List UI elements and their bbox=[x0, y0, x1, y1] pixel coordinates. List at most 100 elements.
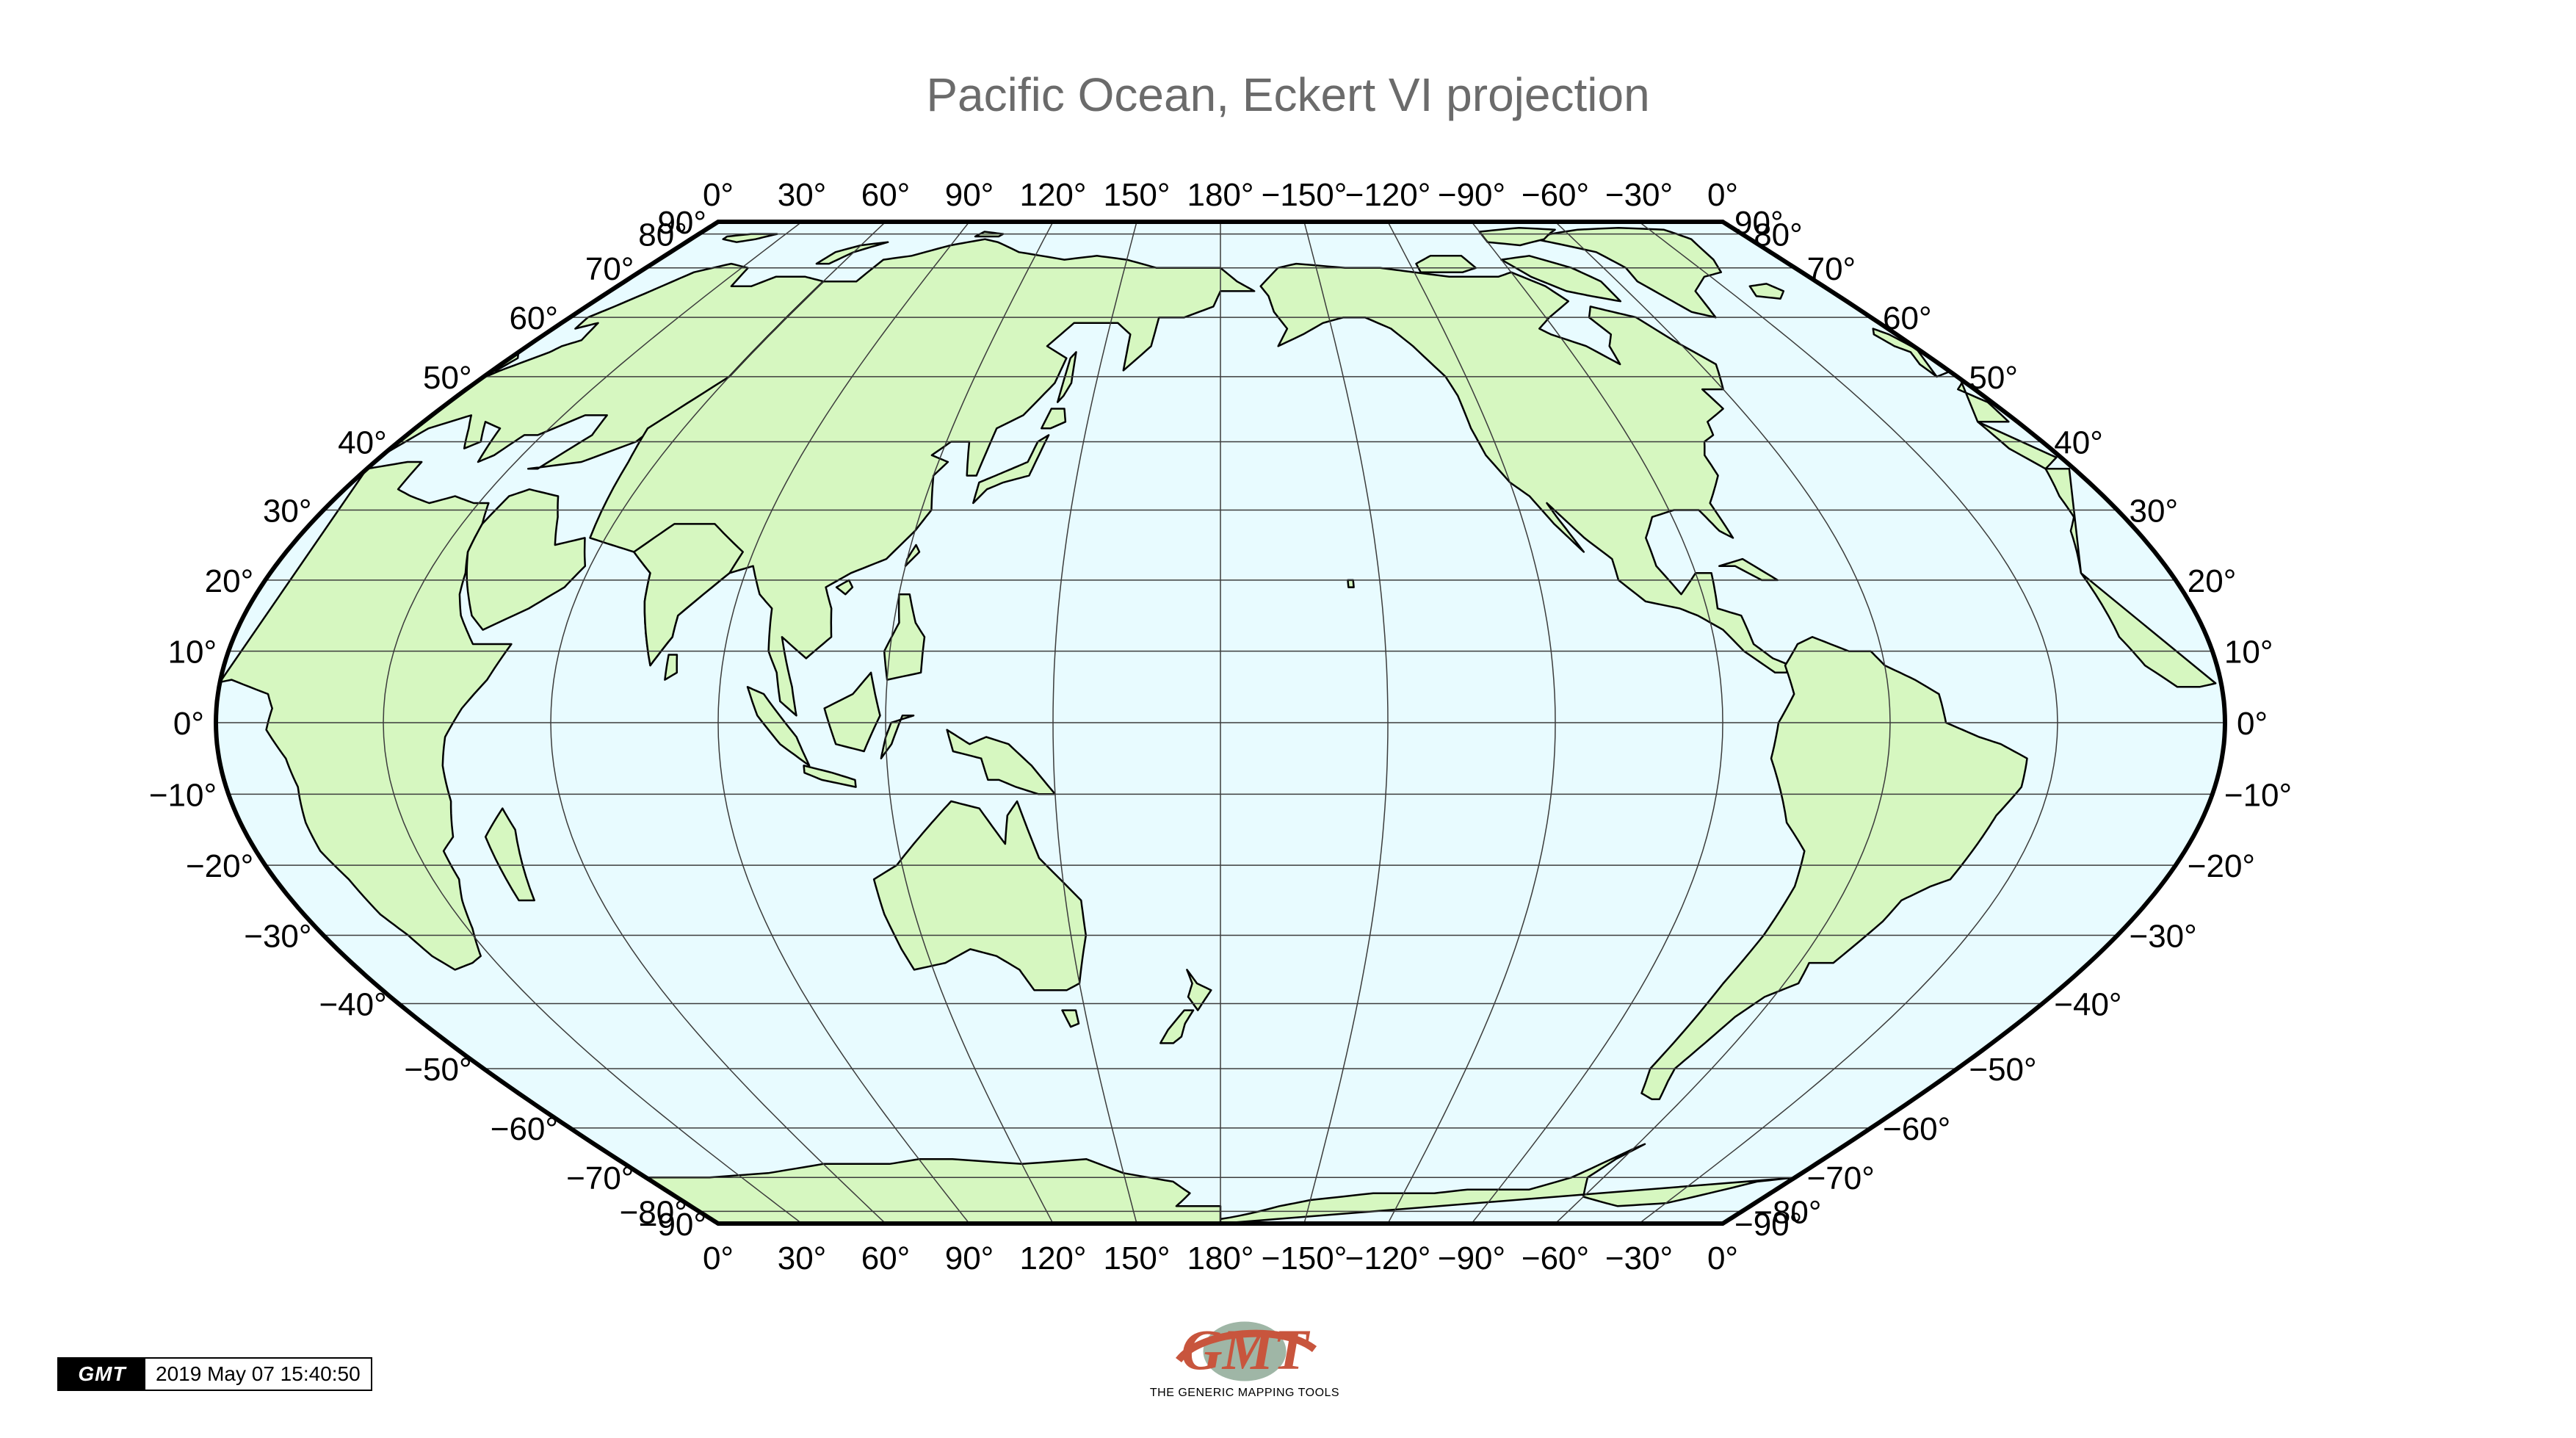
latitude-label-right: −50° bbox=[1969, 1052, 2036, 1088]
meridian-line bbox=[383, 222, 803, 1224]
longitude-label-bottom: 150° bbox=[1103, 1240, 1170, 1276]
longitude-label-bottom: −150° bbox=[1262, 1240, 1347, 1276]
longitude-label-bottom: 0° bbox=[1707, 1240, 1738, 1276]
landmass-hokkaido bbox=[1041, 408, 1067, 430]
landmass-hawaii bbox=[1347, 579, 1355, 588]
latitude-label-left: −10° bbox=[149, 777, 217, 813]
landmass-japan bbox=[972, 434, 1050, 505]
longitude-label-bottom: 60° bbox=[861, 1240, 911, 1276]
longitude-label-top: 120° bbox=[1019, 177, 1086, 213]
latitude-label-right: −20° bbox=[2188, 848, 2255, 884]
map-frame bbox=[213, 220, 2228, 1226]
gmt-logo: GMT bbox=[1176, 1318, 1317, 1384]
latitude-label-right: −90° bbox=[1734, 1207, 1802, 1243]
latitude-label-right: −60° bbox=[1883, 1111, 1950, 1147]
longitude-label-bottom: −120° bbox=[1345, 1240, 1431, 1276]
longitude-label-top: −120° bbox=[1345, 177, 1431, 213]
landmass-sumatra bbox=[746, 686, 811, 767]
landmass-india bbox=[633, 523, 744, 667]
longitude-label-top: 150° bbox=[1103, 177, 1170, 213]
latitude-label-left: −20° bbox=[186, 848, 253, 884]
latitude-label-left: −90° bbox=[639, 1207, 706, 1243]
landmass-java bbox=[803, 765, 857, 788]
latitude-label-left: 10° bbox=[168, 635, 217, 671]
latitude-label-left: 40° bbox=[338, 425, 387, 461]
latitude-label-left: 90° bbox=[657, 205, 706, 241]
latitude-label-left: 20° bbox=[205, 563, 254, 599]
latitude-label-left: −30° bbox=[244, 919, 311, 955]
landmass-arabia bbox=[466, 488, 587, 631]
meridian-line bbox=[717, 222, 970, 1224]
latitude-label-left: −70° bbox=[566, 1160, 634, 1196]
longitude-label-bottom: −30° bbox=[1605, 1240, 1673, 1276]
longitude-label-bottom: −90° bbox=[1438, 1240, 1505, 1276]
latitude-label-right: 40° bbox=[2054, 425, 2103, 461]
landmass-tasmania bbox=[1061, 1009, 1080, 1028]
meridian-line bbox=[1471, 222, 1723, 1224]
gmt-small-logo: GMT bbox=[59, 1359, 145, 1390]
longitude-label-top: 0° bbox=[703, 177, 734, 213]
landmass-north-america bbox=[1259, 262, 1792, 674]
longitude-label-top: −150° bbox=[1262, 177, 1347, 213]
landmass-new-zealand-n bbox=[1186, 969, 1212, 1011]
latitude-label-right: −40° bbox=[2054, 987, 2121, 1023]
latitude-label-right: −10° bbox=[2224, 777, 2292, 813]
meridian-line bbox=[1052, 222, 1137, 1224]
latitude-label-left: −40° bbox=[319, 987, 386, 1023]
axis-labels: 0° 0° 30° 30° 60° 60° 90° 90° 120° 120° 150° 150° 18… bbox=[149, 177, 2292, 1276]
landmass-sri-lanka bbox=[664, 654, 679, 681]
longitude-label-top: 0° bbox=[1707, 177, 1738, 213]
landmass-south-america bbox=[1640, 636, 2028, 1100]
timestamp-box: GMT 2019 May 07 15:40:50 bbox=[57, 1357, 372, 1391]
longitude-label-top: 90° bbox=[945, 177, 994, 213]
meridian-line bbox=[550, 222, 886, 1224]
longitude-label-top: 180° bbox=[1187, 177, 1253, 213]
longitude-label-top: −90° bbox=[1438, 177, 1505, 213]
latitude-label-right: 60° bbox=[1883, 300, 1932, 336]
latitude-label-left: 0° bbox=[173, 706, 204, 742]
landmass-greenland bbox=[1534, 226, 1723, 319]
longitude-label-top: −30° bbox=[1605, 177, 1673, 213]
longitude-label-bottom: 180° bbox=[1187, 1240, 1253, 1276]
page-title: Pacific Ocean, Eckert VI projection bbox=[926, 68, 1650, 121]
latitude-label-right: 20° bbox=[2188, 563, 2237, 599]
landmass-borneo bbox=[823, 671, 881, 753]
latitude-label-right: −30° bbox=[2130, 919, 2197, 955]
latitude-label-left: −80° bbox=[620, 1194, 687, 1230]
landmass-baffin bbox=[1500, 255, 1622, 303]
land-layer bbox=[219, 226, 2217, 1224]
landmass-madagascar bbox=[484, 807, 535, 902]
latitude-label-right: 10° bbox=[2224, 635, 2273, 671]
meridian-line bbox=[1303, 222, 1389, 1224]
latitude-label-right: 70° bbox=[1807, 251, 1856, 287]
latitude-label-right: 90° bbox=[1734, 205, 1784, 241]
timestamp-text: 2019 May 07 15:40:50 bbox=[156, 1362, 361, 1385]
longitude-label-top: 30° bbox=[778, 177, 827, 213]
landmass-iceland bbox=[1748, 283, 1785, 300]
meridian-line bbox=[1387, 222, 1556, 1224]
gmt-logo-caption: THE GENERIC MAPPING TOOLS bbox=[1149, 1387, 1340, 1399]
longitude-label-bottom: −60° bbox=[1522, 1240, 1589, 1276]
gmt-logo-text: GMT bbox=[1181, 1318, 1311, 1381]
latitude-label-left: 70° bbox=[585, 251, 634, 287]
meridian-line bbox=[1638, 222, 2058, 1224]
landmass-novaya-zemlya bbox=[815, 241, 889, 265]
longitude-label-top: 60° bbox=[861, 177, 911, 213]
landmass-new-zealand-s bbox=[1159, 1009, 1195, 1044]
latitude-label-left: −60° bbox=[491, 1111, 558, 1147]
latitude-label-left: 30° bbox=[263, 494, 312, 530]
longitude-label-bottom: 0° bbox=[703, 1240, 734, 1276]
longitude-label-bottom: 90° bbox=[945, 1240, 994, 1276]
landmass-philippines bbox=[883, 593, 926, 681]
longitude-label-bottom: 120° bbox=[1019, 1240, 1086, 1276]
latitude-label-right: 30° bbox=[2130, 494, 2179, 530]
meridian-line bbox=[885, 222, 1054, 1224]
meridian-line bbox=[1555, 222, 1891, 1224]
longitude-label-bottom: 30° bbox=[778, 1240, 827, 1276]
latitude-label-right: −70° bbox=[1807, 1160, 1875, 1196]
latitude-label-right: 50° bbox=[1969, 360, 2018, 396]
latitude-label-right: −80° bbox=[1754, 1194, 1821, 1230]
latitude-label-right: 0° bbox=[2237, 706, 2268, 742]
latitude-label-left: 60° bbox=[509, 300, 558, 336]
